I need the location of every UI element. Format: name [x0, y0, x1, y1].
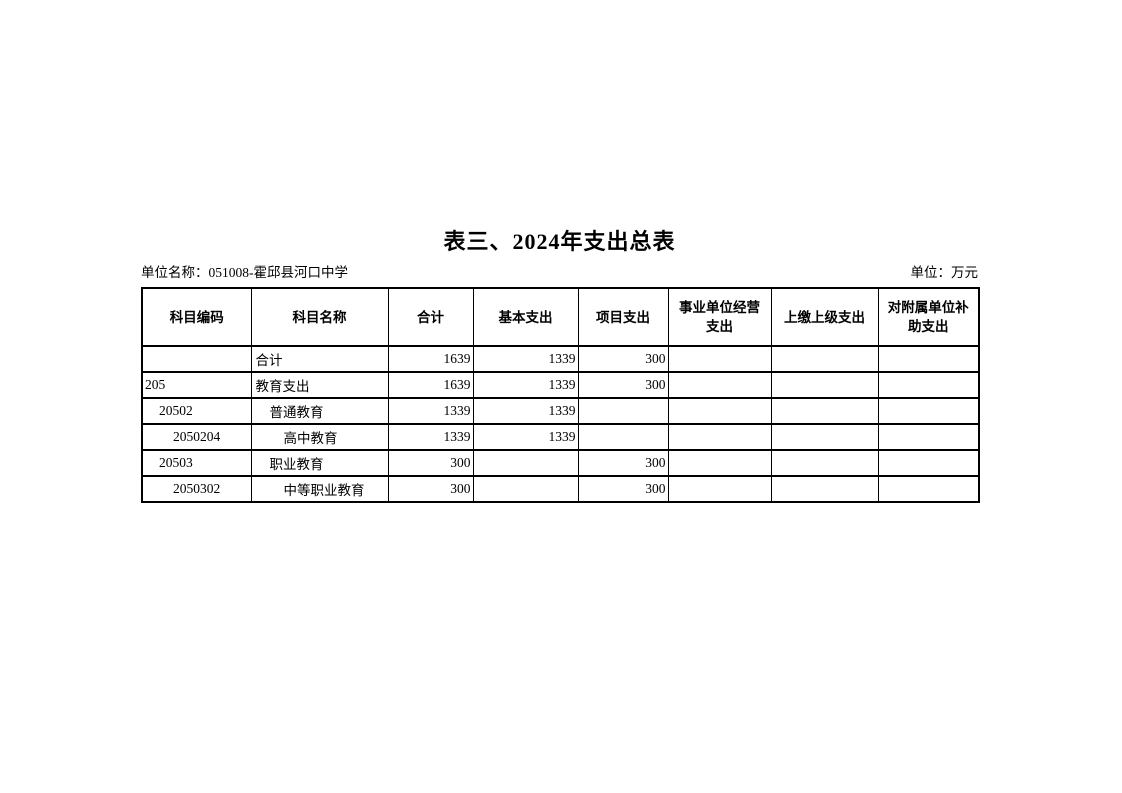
subsidiary-subsidy-cell: [877, 371, 980, 399]
basic-expenditure-cell: [472, 475, 579, 503]
upper-level-remittance-cell: [770, 345, 879, 373]
subsidiary-subsidy-cell: [877, 475, 980, 503]
basic-expenditure-cell: 1339: [472, 345, 579, 373]
basic-expenditure-cell: [472, 449, 579, 477]
meta-line: 单位名称：051008-霍邱县河口中学 单位：万元: [141, 264, 978, 281]
operating-expenditure-cell: [667, 371, 772, 399]
subject-name-cell: 普通教育: [250, 397, 389, 425]
upper-level-remittance-cell: [770, 475, 879, 503]
column-header: 对附属单位补助支出: [877, 287, 980, 347]
subject-name-cell: 高中教育: [250, 423, 389, 451]
upper-level-remittance-cell: [770, 449, 879, 477]
total-cell: 1339: [387, 397, 474, 425]
operating-expenditure-cell: [667, 449, 772, 477]
operating-expenditure-cell: [667, 345, 772, 373]
table-row: 20502 普通教育 1339 1339: [141, 397, 980, 425]
column-header: 事业单位经营支出: [667, 287, 772, 347]
subject-code-cell: 2050204: [141, 423, 252, 451]
subsidiary-subsidy-cell: [877, 397, 980, 425]
operating-expenditure-cell: [667, 423, 772, 451]
subsidiary-subsidy-cell: [877, 345, 980, 373]
unit-name-label: 单位名称：051008-霍邱县河口中学: [141, 265, 348, 280]
table-row: 合计 1639 1339 300: [141, 345, 980, 373]
total-cell: 1339: [387, 423, 474, 451]
table-header: 科目编码 科目名称 合计 基本支出 项目支出 事业单位经营支出 上缴上级支出 对附属单位补助支…: [141, 287, 980, 347]
operating-expenditure-cell: [667, 397, 772, 425]
project-expenditure-cell: 300: [577, 475, 669, 503]
project-expenditure-cell: 300: [577, 371, 669, 399]
total-cell: 1639: [387, 371, 474, 399]
subsidiary-subsidy-cell: [877, 423, 980, 451]
column-header: 科目名称: [250, 287, 389, 347]
subsidiary-subsidy-cell: [877, 449, 980, 477]
subject-code-cell: 2050302: [141, 475, 252, 503]
subject-name-cell: 中等职业教育: [250, 475, 389, 503]
project-expenditure-cell: 300: [577, 449, 669, 477]
operating-expenditure-cell: [667, 475, 772, 503]
total-cell: 300: [387, 449, 474, 477]
basic-expenditure-cell: 1339: [472, 371, 579, 399]
upper-level-remittance-cell: [770, 423, 879, 451]
upper-level-remittance-cell: [770, 371, 879, 399]
project-expenditure-cell: [577, 423, 669, 451]
subject-code-cell: 20502: [141, 397, 252, 425]
unit-measure-label: 单位：万元: [910, 265, 979, 280]
table-row: 2050204 高中教育 1339 1339: [141, 423, 980, 451]
subject-code-cell: 205: [141, 371, 252, 399]
column-header: 项目支出: [577, 287, 669, 347]
table-row: 205 教育支出 1639 1339 300: [141, 371, 980, 399]
project-expenditure-cell: 300: [577, 345, 669, 373]
column-header: 基本支出: [472, 287, 579, 347]
table-row: 20503 职业教育 300 300: [141, 449, 980, 477]
project-expenditure-cell: [577, 397, 669, 425]
subject-code-cell: [141, 345, 252, 373]
column-header: 科目编码: [141, 287, 252, 347]
header-row: 科目编码 科目名称 合计 基本支出 项目支出 事业单位经营支出 上缴上级支出 对附属单位补助支…: [141, 287, 980, 347]
total-cell: 1639: [387, 345, 474, 373]
basic-expenditure-cell: 1339: [472, 423, 579, 451]
table-row: 2050302 中等职业教育 300 300: [141, 475, 980, 503]
upper-level-remittance-cell: [770, 397, 879, 425]
column-header: 上缴上级支出: [770, 287, 879, 347]
table-body: 合计 1639 1339 300 205 教育支出 1639 1339 300 20502 普通教育…: [141, 345, 980, 503]
expenditure-table: 科目编码 科目名称 合计 基本支出 项目支出 事业单位经营支出 上缴上级支出 对附属单位补助支…: [141, 287, 980, 503]
basic-expenditure-cell: 1339: [472, 397, 579, 425]
subject-name-cell: 教育支出: [250, 371, 389, 399]
total-cell: 300: [387, 475, 474, 503]
subject-code-cell: 20503: [141, 449, 252, 477]
subject-name-cell: 合计: [250, 345, 389, 373]
page-title: 表三、2024年支出总表: [443, 229, 676, 254]
subject-name-cell: 职业教育: [250, 449, 389, 477]
column-header: 合计: [387, 287, 474, 347]
